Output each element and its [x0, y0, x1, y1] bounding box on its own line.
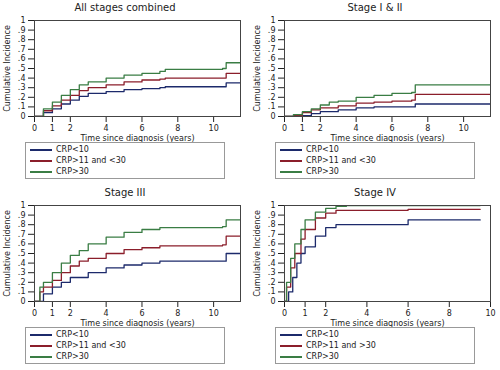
- html-text:CRP>30: CRP>30: [56, 352, 89, 361]
- html-text:All stages combined: All stages combined: [74, 2, 176, 13]
- svg-text:Time since diagnosis (years): Time since diagnosis (years): [329, 319, 444, 328]
- svg-text:.5: .5: [268, 249, 276, 258]
- html-text:CRP>30: CRP>30: [56, 167, 89, 176]
- svg-text:2: 2: [68, 124, 73, 133]
- svg-text:.6: .6: [268, 239, 276, 248]
- svg-text:0: 0: [282, 124, 287, 133]
- svg-text:0: 0: [20, 112, 25, 121]
- svg-text:.8: .8: [268, 220, 276, 229]
- svg-text:.6: .6: [18, 54, 26, 63]
- svg-text:10: 10: [485, 309, 495, 318]
- svg-text:.6: .6: [18, 239, 26, 248]
- svg-text:.3: .3: [268, 268, 276, 277]
- svg-text:.1: .1: [18, 287, 26, 296]
- html-text:Stage III: Stage III: [104, 187, 146, 198]
- html-text:CRP<10: CRP<10: [56, 330, 89, 339]
- svg-text:.3: .3: [268, 83, 276, 92]
- html-text:CRP<10: CRP<10: [306, 330, 339, 339]
- html-text:CRP>11 and <30: CRP>11 and <30: [56, 341, 126, 350]
- svg-text:6: 6: [389, 124, 394, 133]
- svg-text:.5: .5: [268, 64, 276, 73]
- svg-text:6: 6: [139, 309, 144, 318]
- html-text:CRP>30: CRP>30: [306, 167, 339, 176]
- html-text:Stage I & II: Stage I & II: [347, 2, 403, 13]
- svg-text:.7: .7: [18, 230, 26, 239]
- svg-text:.4: .4: [18, 74, 26, 83]
- svg-text:Time since diagnosis (years): Time since diagnosis (years): [329, 134, 444, 143]
- svg-text:1: 1: [20, 16, 25, 25]
- svg-text:.3: .3: [18, 83, 26, 92]
- svg-text:4: 4: [104, 309, 109, 318]
- svg-text:1: 1: [300, 124, 305, 133]
- svg-text:.9: .9: [268, 26, 276, 35]
- svg-text:.5: .5: [18, 64, 26, 73]
- svg-text:.2: .2: [18, 278, 26, 287]
- svg-text:.5: .5: [18, 249, 26, 258]
- svg-text:.1: .1: [268, 287, 276, 296]
- svg-text:Cumulative Incidence: Cumulative Incidence: [3, 210, 12, 297]
- svg-text:.7: .7: [268, 230, 276, 239]
- svg-text:10: 10: [459, 124, 469, 133]
- svg-text:4: 4: [104, 124, 109, 133]
- svg-text:1: 1: [270, 16, 275, 25]
- svg-text:.4: .4: [268, 259, 276, 268]
- svg-text:.9: .9: [18, 211, 26, 220]
- svg-text:0: 0: [32, 124, 37, 133]
- svg-text:6: 6: [139, 124, 144, 133]
- svg-text:.9: .9: [18, 26, 26, 35]
- svg-text:8: 8: [175, 309, 180, 318]
- svg-text:.7: .7: [268, 45, 276, 54]
- svg-text:1: 1: [50, 309, 55, 318]
- svg-text:1: 1: [270, 201, 275, 210]
- svg-text:.1: .1: [18, 102, 26, 111]
- svg-text:1: 1: [20, 201, 25, 210]
- svg-text:.9: .9: [268, 211, 276, 220]
- html-text:CRP>11 and >30: CRP>11 and >30: [306, 341, 376, 350]
- svg-text:0: 0: [270, 112, 275, 121]
- svg-text:Cumulative Incidence: Cumulative Incidence: [3, 25, 12, 112]
- svg-text:2: 2: [323, 309, 328, 318]
- svg-text:Time since diagnosis (years): Time since diagnosis (years): [79, 319, 194, 328]
- svg-text:0: 0: [20, 297, 25, 306]
- html-text:CRP>30: CRP>30: [306, 352, 339, 361]
- svg-text:2: 2: [68, 309, 73, 318]
- svg-text:0: 0: [282, 309, 287, 318]
- html-text:CRP<10: CRP<10: [306, 145, 339, 154]
- svg-text:.4: .4: [18, 259, 26, 268]
- html-text:Stage IV: Stage IV: [354, 187, 396, 198]
- svg-text:10: 10: [209, 124, 219, 133]
- svg-text:Cumulative Incidence: Cumulative Incidence: [253, 210, 262, 297]
- html-text:CRP<10: CRP<10: [56, 145, 89, 154]
- svg-text:.3: .3: [18, 268, 26, 277]
- svg-text:8: 8: [175, 124, 180, 133]
- svg-text:10: 10: [209, 309, 219, 318]
- html-text:CRP>11 and <30: CRP>11 and <30: [56, 156, 126, 165]
- svg-text:1: 1: [50, 124, 55, 133]
- svg-text:.4: .4: [268, 74, 276, 83]
- svg-text:.2: .2: [268, 93, 276, 102]
- svg-text:.2: .2: [18, 93, 26, 102]
- svg-text:Cumulative Incidence: Cumulative Incidence: [253, 25, 262, 112]
- svg-text:.6: .6: [268, 54, 276, 63]
- svg-text:.1: .1: [268, 102, 276, 111]
- svg-text:6: 6: [406, 309, 411, 318]
- svg-text:4: 4: [364, 309, 369, 318]
- svg-text:.2: .2: [268, 278, 276, 287]
- svg-text:Time since diagnosis (years): Time since diagnosis (years): [79, 134, 194, 143]
- svg-text:0: 0: [32, 309, 37, 318]
- svg-text:2: 2: [318, 124, 323, 133]
- svg-text:8: 8: [425, 124, 430, 133]
- svg-text:8: 8: [447, 309, 452, 318]
- html-text:CRP>11 and <30: CRP>11 and <30: [306, 156, 376, 165]
- svg-text:.7: .7: [18, 45, 26, 54]
- svg-text:.8: .8: [268, 35, 276, 44]
- svg-text:.8: .8: [18, 35, 26, 44]
- svg-text:4: 4: [354, 124, 359, 133]
- svg-text:.8: .8: [18, 220, 26, 229]
- svg-text:0: 0: [270, 297, 275, 306]
- svg-text:1: 1: [303, 309, 308, 318]
